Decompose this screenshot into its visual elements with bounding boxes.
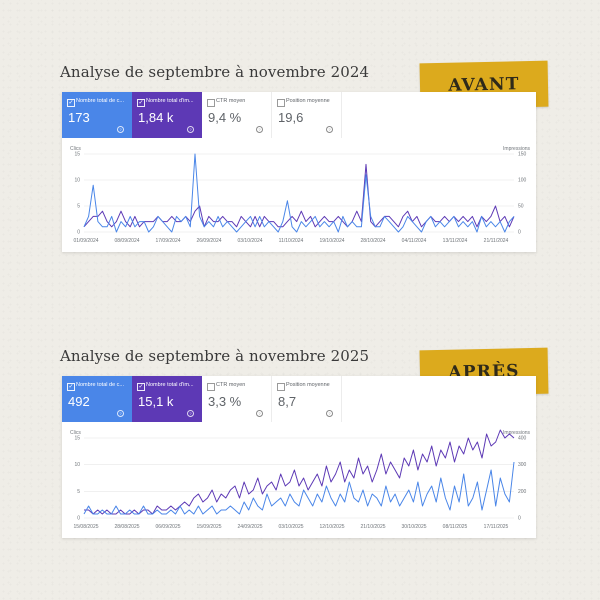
checkbox-checked-icon[interactable]: ✓ <box>67 383 75 391</box>
x-tick-label: 13/11/2024 <box>443 238 468 244</box>
y-axis-left-title: Clics <box>70 146 81 152</box>
tile-label: Nombre total de c... <box>76 98 124 104</box>
series-line-impressions <box>83 163 515 228</box>
x-tick-label: 11/10/2024 <box>279 238 304 244</box>
x-tick-label: 28/10/2024 <box>360 238 385 244</box>
help-icon[interactable]: ? <box>187 126 194 133</box>
tile-value: 1,84 k <box>138 110 174 125</box>
x-tick-label: 26/09/2024 <box>196 238 221 244</box>
checkbox-checked-icon[interactable]: ✓ <box>137 99 145 107</box>
help-icon[interactable]: ? <box>256 410 263 417</box>
y-tick-right: 400 <box>518 436 527 442</box>
checkbox-unchecked-icon[interactable] <box>277 383 285 391</box>
x-tick-label: 08/09/2024 <box>114 238 139 244</box>
y-tick-left: 10 <box>74 462 80 468</box>
x-tick-label: 17/11/2025 <box>484 524 509 530</box>
tile-value: 173 <box>68 110 90 125</box>
tile-average-ctr[interactable]: CTR moyen 9,4 % ? <box>202 92 272 138</box>
x-tick-label: 21/11/2024 <box>484 238 509 244</box>
metric-tiles: ✓ Nombre total de c... 173 ? ✓ Nombre to… <box>62 92 342 138</box>
x-tick-label: 06/09/2025 <box>155 524 180 530</box>
section-title: Analyse de septembre à novembre 2024 <box>60 63 370 81</box>
y-tick-right: 200 <box>518 489 527 495</box>
tile-label: Position moyenne <box>286 382 330 388</box>
x-tick-label: 01/09/2024 <box>73 238 98 244</box>
tile-average-ctr[interactable]: CTR moyen 3,3 % ? <box>202 376 272 422</box>
y-tick-right: 0 <box>518 516 521 522</box>
performance-chart-after: Clics Impressions 0 0 5 200 10 300 15 400 15/08/20… <box>70 429 531 530</box>
x-tick-label: 12/10/2025 <box>319 524 344 530</box>
x-tick-label: 17/09/2024 <box>155 238 180 244</box>
series-line-clicks <box>83 461 515 515</box>
tile-total-clicks[interactable]: ✓ Nombre total de c... 173 ? <box>62 92 132 138</box>
checkbox-unchecked-icon[interactable] <box>207 99 215 107</box>
y-axis-left-title: Clics <box>70 430 81 436</box>
tile-label: CTR moyen <box>216 98 246 104</box>
checkbox-unchecked-icon[interactable] <box>207 383 215 391</box>
checkbox-unchecked-icon[interactable] <box>277 99 285 107</box>
help-icon[interactable]: ? <box>117 126 124 133</box>
x-tick-label: 24/09/2025 <box>237 524 262 530</box>
tile-value: 15,1 k <box>138 394 174 409</box>
tile-value: 9,4 % <box>208 110 242 125</box>
x-tick-label: 08/11/2025 <box>443 524 468 530</box>
y-tick-right: 300 <box>518 462 527 468</box>
help-icon[interactable]: ? <box>117 410 124 417</box>
gsc-card-after: ✓ Nombre total de c... 492 ? ✓ Nombre to… <box>62 376 536 538</box>
y-tick-left: 0 <box>77 516 80 522</box>
checkbox-checked-icon[interactable]: ✓ <box>137 383 145 391</box>
tile-average-position[interactable]: Position moyenne 8,7 ? <box>272 376 342 422</box>
metric-tiles: ✓ Nombre total de c... 492 ? ✓ Nombre to… <box>62 376 342 422</box>
x-tick-label: 15/09/2025 <box>196 524 221 530</box>
help-icon[interactable]: ? <box>256 126 263 133</box>
tile-average-position[interactable]: Position moyenne 19,6 ? <box>272 92 342 138</box>
x-tick-label: 28/08/2025 <box>114 524 139 530</box>
y-tick-left: 5 <box>77 204 80 210</box>
x-tick-label: 04/11/2024 <box>402 238 427 244</box>
tile-value: 19,6 <box>278 110 304 125</box>
checkbox-checked-icon[interactable]: ✓ <box>67 99 75 107</box>
x-tick-label: 03/10/2025 <box>278 524 303 530</box>
y-axis-right-title: Impressions <box>503 430 530 436</box>
tile-value: 492 <box>68 394 90 409</box>
tile-label: Position moyenne <box>286 98 330 104</box>
y-tick-left: 10 <box>74 178 80 184</box>
y-tick-right: 150 <box>518 152 527 158</box>
y-tick-right: 50 <box>518 204 524 210</box>
x-tick-label: 15/08/2025 <box>73 524 98 530</box>
y-tick-left: 15 <box>74 152 80 158</box>
tile-label: Nombre total d'im... <box>146 382 194 388</box>
tile-label: Nombre total d'im... <box>146 98 194 104</box>
tile-label: Nombre total de c... <box>76 382 124 388</box>
tile-value: 8,7 <box>278 394 297 409</box>
x-tick-label: 03/10/2024 <box>237 238 262 244</box>
tile-total-impressions[interactable]: ✓ Nombre total d'im... 1,84 k ? <box>132 92 202 138</box>
x-tick-label: 19/10/2024 <box>319 238 344 244</box>
performance-chart-before: Clics Impressions 0 0 5 50 10 100 15 150 01/09/202… <box>70 146 531 244</box>
y-axis-right-title: Impressions <box>503 146 530 152</box>
tile-value: 3,3 % <box>208 394 242 409</box>
help-icon[interactable]: ? <box>187 410 194 417</box>
y-tick-right: 0 <box>518 230 521 236</box>
y-tick-left: 5 <box>77 489 80 495</box>
help-icon[interactable]: ? <box>326 410 333 417</box>
tile-total-clicks[interactable]: ✓ Nombre total de c... 492 ? <box>62 376 132 422</box>
x-tick-label: 21/10/2025 <box>360 524 385 530</box>
x-tick-label: 30/10/2025 <box>401 524 426 530</box>
tile-total-impressions[interactable]: ✓ Nombre total d'im... 15,1 k ? <box>132 376 202 422</box>
series-line-impressions <box>84 429 515 515</box>
tile-label: CTR moyen <box>216 382 246 388</box>
y-tick-right: 100 <box>518 178 527 184</box>
section-title: Analyse de septembre à novembre 2025 <box>60 347 370 365</box>
y-tick-left: 0 <box>77 230 80 236</box>
gsc-card-before: ✓ Nombre total de c... 173 ? ✓ Nombre to… <box>62 92 536 252</box>
y-tick-left: 15 <box>74 436 80 442</box>
help-icon[interactable]: ? <box>326 126 333 133</box>
series-line-clicks <box>83 153 515 233</box>
